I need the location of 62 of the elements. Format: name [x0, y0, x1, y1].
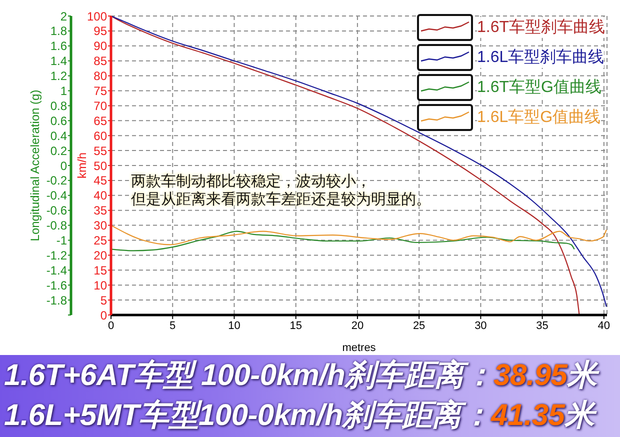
x-tick-label: 35	[536, 320, 548, 332]
y-tick-label: 0	[100, 308, 108, 322]
y2-tick-label: 1.4	[50, 54, 68, 68]
legend-label: 1.6L车型刹车曲线	[476, 47, 604, 68]
y-tick-label: 70	[94, 98, 108, 113]
y-tick-label: 55	[94, 144, 108, 158]
y-tick-label: 35	[94, 204, 108, 218]
y2-tick-label: 0	[60, 158, 68, 173]
y-tick-label: 75	[94, 84, 108, 98]
x-tick-label: 15	[290, 320, 302, 332]
y2-tick-label: 0.8	[50, 98, 68, 113]
y2-tick-label: 1.2	[50, 69, 68, 84]
y2-tick-label: -1	[56, 234, 68, 248]
text: 1.6T+6AT车型 100-0km/h刹车距离：38.95米	[4, 359, 597, 392]
y2-tick-label: -0.8	[46, 218, 68, 233]
x-tick-label: 20	[351, 320, 364, 332]
y-tick-label: 60	[94, 128, 108, 143]
y-tick-label: 90	[94, 39, 108, 54]
y2-tick-label: -1.8	[46, 293, 68, 308]
y2-tick-label: 0.4	[50, 128, 68, 143]
y2-tick-label: 1.8	[50, 24, 68, 38]
y2-tick-label: 0.6	[50, 114, 68, 128]
y-tick-label: 30	[94, 218, 108, 233]
line-series	[111, 230, 575, 252]
y-tick-label: 65	[94, 114, 108, 128]
x-tick-label: 5	[170, 320, 176, 332]
y-tick-label: 95	[94, 24, 108, 38]
y2-tick-label: 0.2	[50, 144, 68, 158]
y2-tick-label: -1.4	[46, 263, 68, 278]
x-axis-title: metres	[342, 342, 376, 354]
line-series	[111, 224, 607, 246]
y-tick-label: 80	[94, 69, 108, 84]
y-tick-label: 10	[94, 278, 108, 292]
legend-label: 1.6T车型刹车曲线	[476, 17, 605, 38]
y-tick-label: 15	[94, 263, 108, 278]
y-tick-label: 25	[94, 234, 108, 248]
x-tick-label: 30	[474, 320, 487, 332]
y-tick-label: 45	[94, 174, 108, 188]
y-tick-label: 85	[94, 54, 108, 68]
legend-label: 1.6T车型G值曲线	[476, 77, 602, 98]
text: 1.6L+5MT车型100-0km/h刹车距离：41.35米	[4, 399, 594, 432]
legend-label: 1.6L车型G值曲线	[476, 107, 601, 128]
y2-axis-title: Longitudinal Acceleration (g)	[28, 90, 42, 242]
x-tick-label: 25	[412, 320, 426, 332]
y-tick-label: 20	[94, 248, 108, 262]
annotation: 两款车制动都比较稳定，波动较小，	[131, 173, 371, 190]
x-tick-label: 10	[228, 320, 240, 332]
y2-tick-label: 1.6	[50, 39, 68, 54]
y2-tick-label: -0.4	[46, 188, 68, 203]
x-tick-label: 40	[598, 320, 610, 332]
y2-tick-label: 1	[60, 84, 68, 98]
y2-tick-label: -1.6	[46, 278, 68, 292]
y2-tick-label: -0.6	[46, 204, 68, 218]
y2-tick-label: 2	[60, 9, 68, 24]
y-tick-label: 5	[100, 293, 108, 308]
y2-tick-label: -0.2	[46, 174, 68, 188]
y-axis-title: km/h	[75, 152, 89, 179]
y-tick-label: 100	[86, 9, 108, 24]
annotation: 但是从距离来看两款车差距还是较为明显的。	[131, 191, 431, 208]
y-tick-label: 40	[94, 188, 108, 203]
y-tick-label: 50	[94, 158, 108, 173]
y2-tick-label: -1.2	[46, 248, 68, 262]
